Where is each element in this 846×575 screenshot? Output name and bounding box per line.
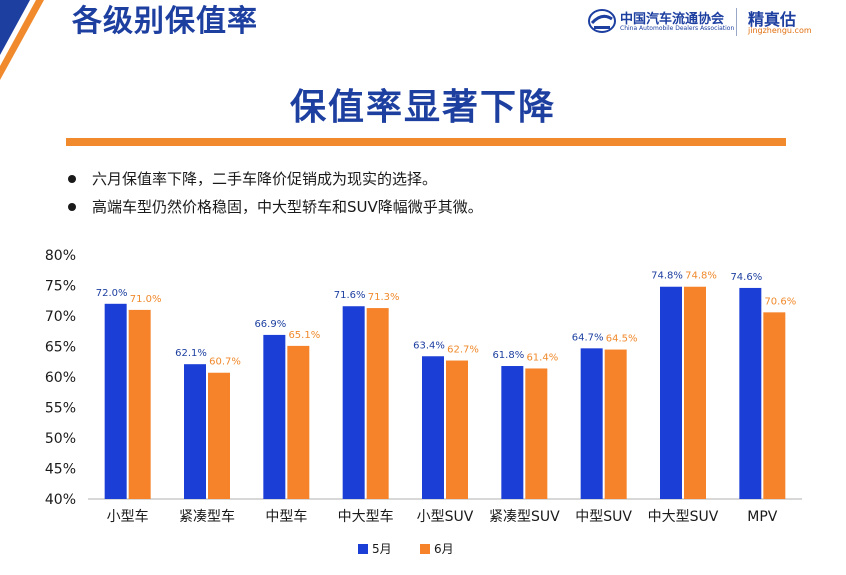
bar-june [604,349,627,499]
data-label: 61.4% [526,352,558,363]
x-tick-label: MPV [747,509,778,525]
bar-may [104,303,127,499]
bar-may [739,287,762,499]
y-tick-label: 50% [45,431,76,447]
x-tick-label: 中大型SUV [648,509,719,525]
data-label: 64.7% [572,332,604,343]
y-tick-label: 45% [45,462,76,478]
bar-june [208,372,230,499]
data-label: 60.7% [209,357,241,368]
bar-june [366,308,389,499]
data-label: 62.7% [447,345,479,356]
bar-may [342,306,365,499]
data-label: 61.8% [492,350,524,361]
y-tick-label: 65% [45,340,76,356]
data-label: 71.0% [130,294,162,305]
legend-label: 5月 [372,542,392,556]
bar-may [501,366,524,499]
data-label: 62.1% [175,348,207,359]
logo-area: 中国汽车流通协会 China Automobile Dealers Associ… [588,6,818,38]
x-tick-label: 小型SUV [417,509,474,525]
data-label: 71.6% [334,290,366,301]
x-tick-label: 中型车 [265,508,307,525]
bar-june [525,368,548,499]
page-title: 各级别保值率 [72,4,258,39]
x-tick-label: 中型SUV [575,509,632,525]
bullet-dot-icon [68,175,76,183]
association-name-en: China Automobile Dealers Association [620,25,735,32]
slide-title: 保值率显著下降 [289,87,556,128]
data-label: 65.1% [288,330,320,341]
brand-name: 精真估 [748,10,797,29]
data-label: 74.8% [685,271,717,282]
bar-june [287,345,310,499]
bar-may [263,334,286,499]
legend-label: 6月 [434,542,454,556]
bar-may [422,356,444,499]
bullet-dot-icon [68,203,76,211]
x-tick-label: 紧凑型SUV [489,508,560,525]
bar-may [184,364,206,499]
bar-may [660,286,682,499]
bar-june [128,309,151,499]
data-label: 72.0% [96,288,128,299]
y-tick-label: 55% [45,401,76,417]
bar-june [684,286,706,499]
association-name: 中国汽车流通协会 [620,12,725,27]
bar-chart: 40% 45% 50% 55% 60% 65% 70% 75% 80% 72.0%71.0% 小型车… [45,248,802,556]
data-label: 70.6% [764,296,796,307]
title-underline [66,138,786,146]
data-label: 66.9% [254,319,286,330]
y-tick-label: 75% [45,279,76,295]
data-label: 71.3% [368,292,400,303]
legend-swatch [420,544,430,554]
bullet-list: 六月保值率下降，二手车降价促销成为现实的选择。 高端车型仍然价格稳固，中大型轿车… [66,168,483,224]
data-label: 64.5% [606,334,638,345]
bullet-text: 高端车型仍然价格稳固，中大型轿车和SUV降幅微乎其微。 [92,198,483,216]
x-tick-label: 中大型车 [338,508,394,525]
bullet-item: 高端车型仍然价格稳固，中大型轿车和SUV降幅微乎其微。 [66,196,483,224]
y-tick-label: 80% [45,248,76,264]
x-tick-label: 小型车 [107,508,149,525]
logo-divider [736,8,737,36]
association-logo-icon [588,9,616,33]
bar-june [763,312,786,499]
data-label: 74.8% [651,271,683,282]
bar-may [580,348,603,499]
x-tick-label: 紧凑型车 [179,508,235,525]
brand-url: jingzhengu.com [748,26,812,35]
y-tick-label: 40% [45,492,76,508]
data-label: 63.4% [413,340,445,351]
legend-swatch [358,544,368,554]
bullet-item: 六月保值率下降，二手车降价促销成为现实的选择。 [66,168,483,196]
y-tick-label: 60% [45,370,76,386]
bullet-text: 六月保值率下降，二手车降价促销成为现实的选择。 [92,170,438,188]
bar-june [446,360,468,499]
y-tick-label: 70% [45,309,76,325]
data-label: 74.6% [730,272,762,283]
